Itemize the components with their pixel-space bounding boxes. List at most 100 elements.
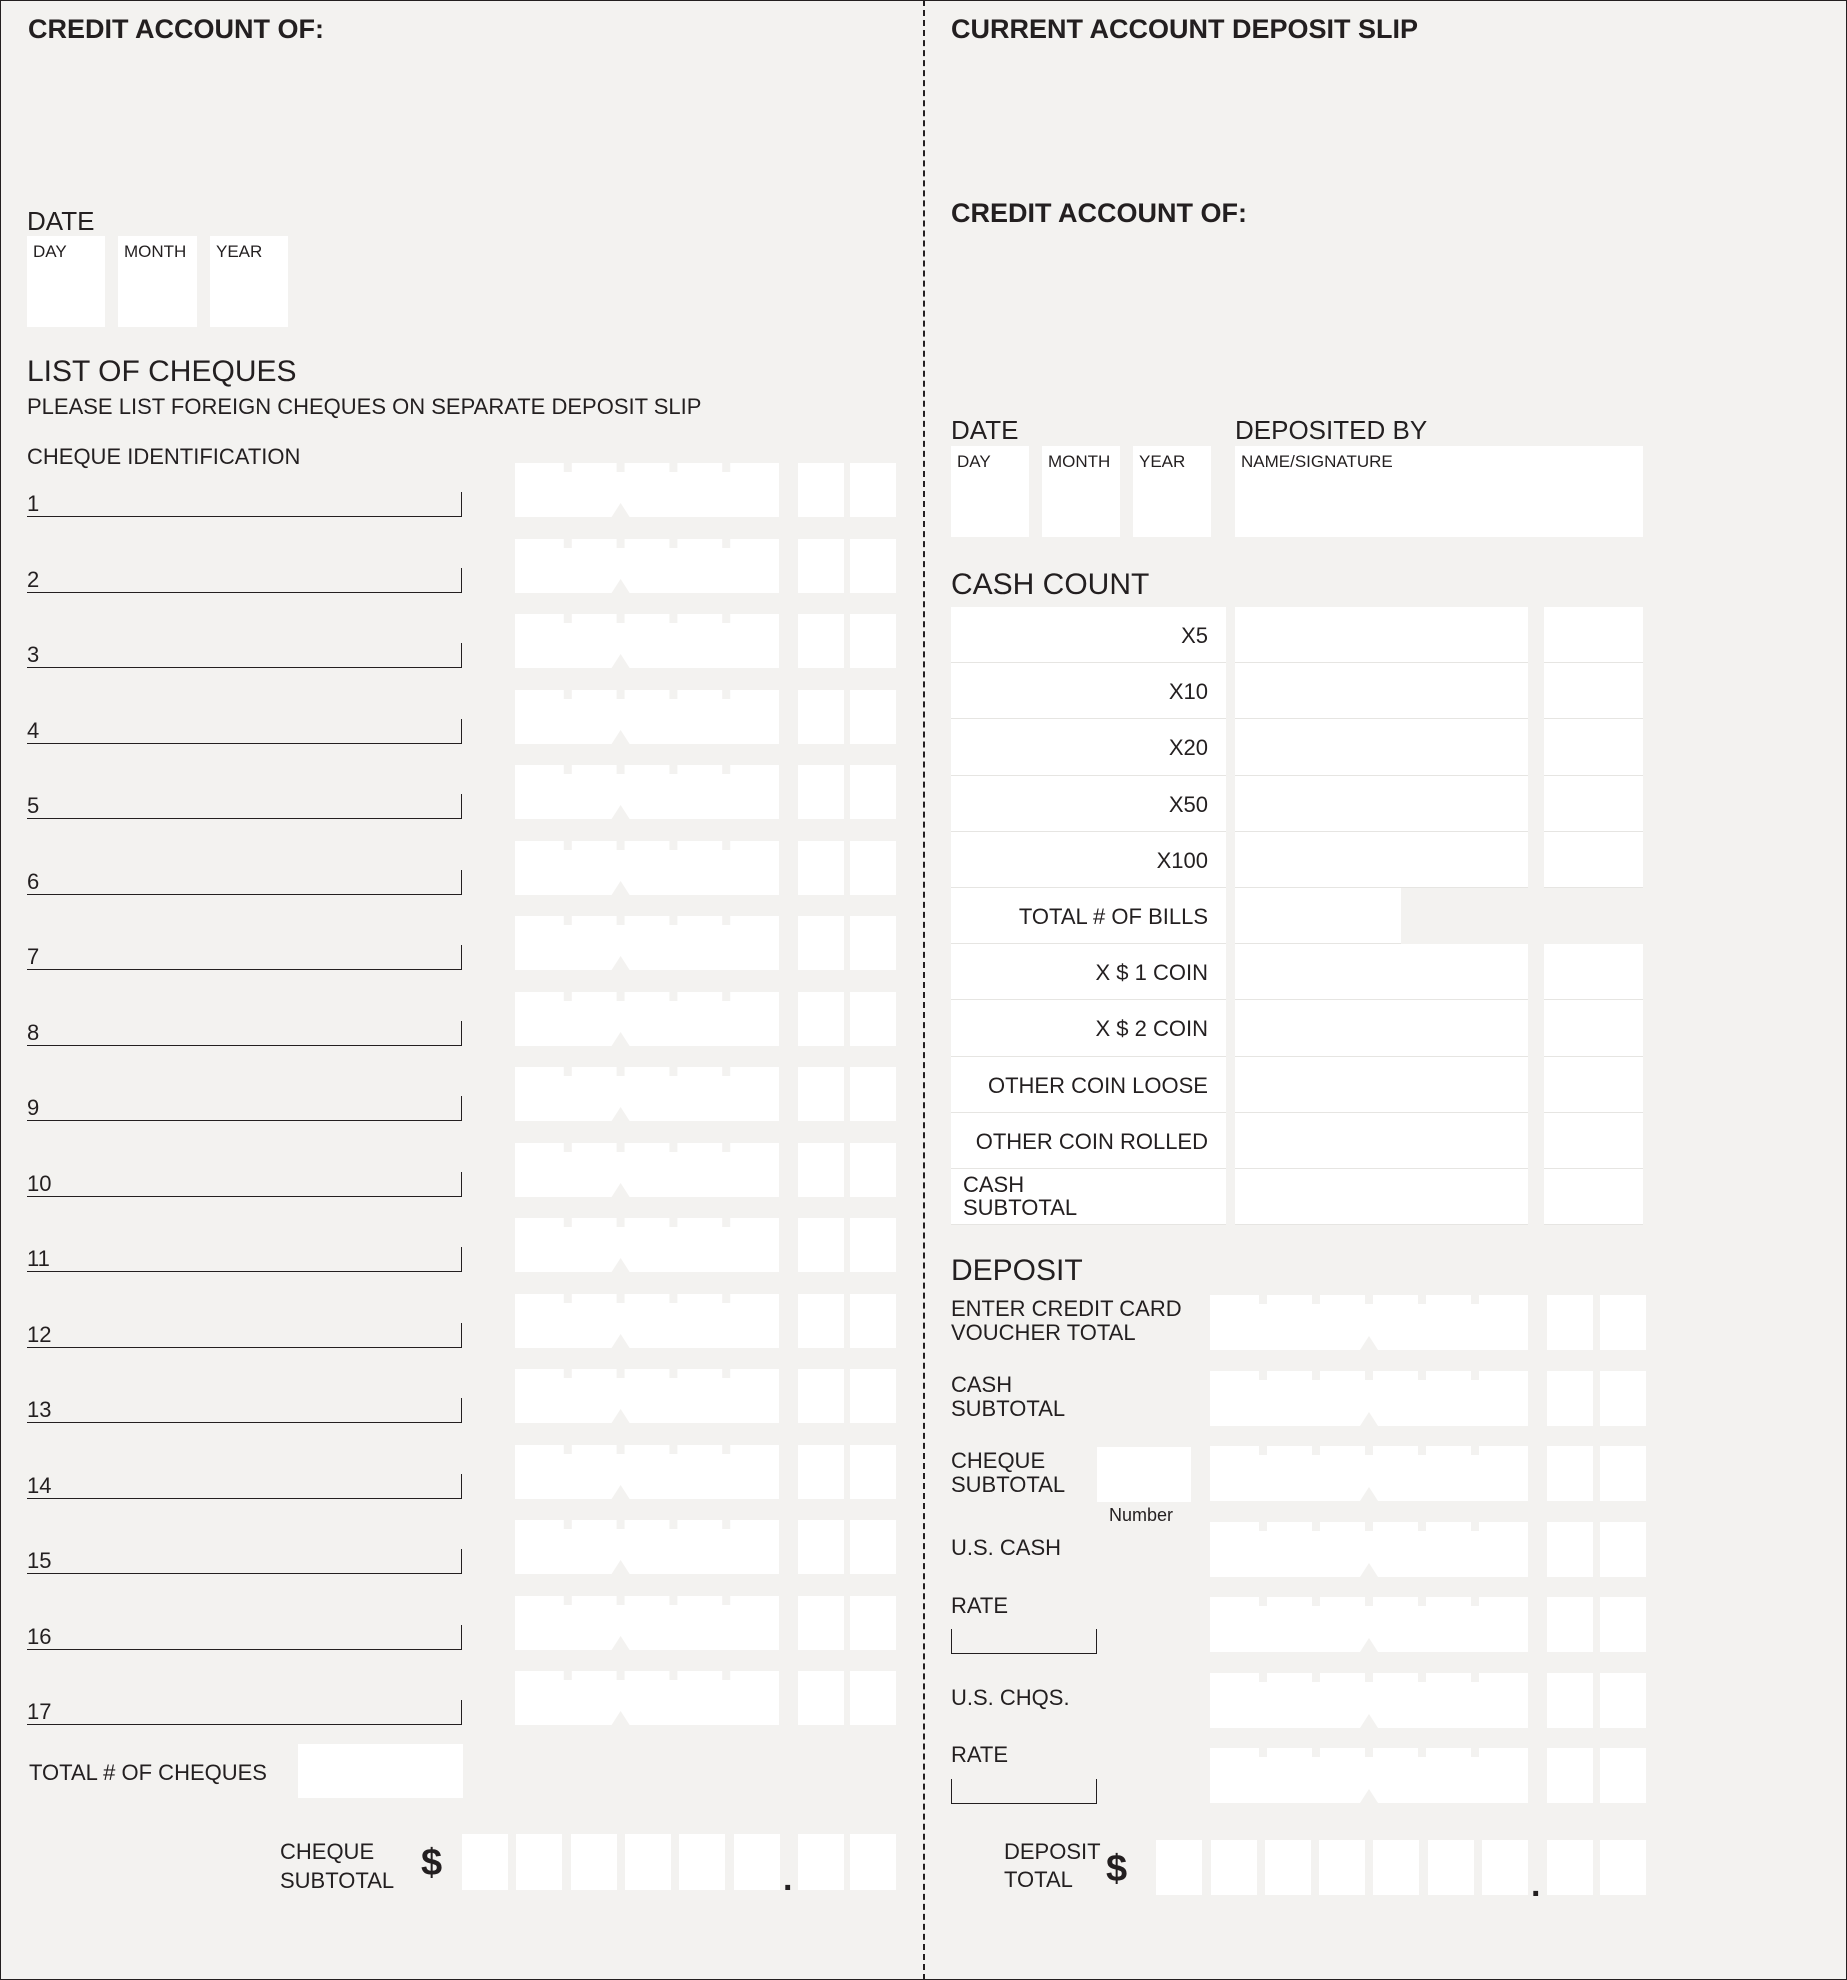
digit-field[interactable] — [1547, 1840, 1593, 1895]
cash-amount-field[interactable] — [1544, 1056, 1643, 1113]
cheque-identification-field[interactable] — [27, 567, 462, 593]
cents-digit-field[interactable] — [798, 1218, 844, 1272]
cents-digit-field[interactable] — [1547, 1672, 1593, 1728]
digit-field[interactable] — [1600, 1840, 1646, 1895]
cheque-amount-field[interactable] — [515, 1369, 779, 1423]
month-field[interactable]: MONTH — [118, 236, 197, 327]
cents-digit-field[interactable] — [850, 916, 896, 970]
cheque-amount-field[interactable] — [515, 538, 779, 593]
cents-digit-field[interactable] — [850, 538, 896, 593]
cheque-amount-field[interactable] — [515, 840, 779, 895]
cents-digit-field[interactable] — [1600, 1370, 1646, 1426]
total-cheques-field[interactable] — [298, 1744, 463, 1798]
deposit-amount-field[interactable] — [1210, 1672, 1528, 1728]
cheque-number-field[interactable] — [1097, 1447, 1191, 1502]
cents-digit-field[interactable] — [850, 991, 896, 1046]
cash-quantity-field[interactable] — [1235, 1112, 1528, 1169]
deposit-amount-field[interactable] — [1210, 1295, 1528, 1350]
deposit-amount-field[interactable] — [1210, 1370, 1528, 1426]
cheque-amount-field[interactable] — [515, 1444, 779, 1499]
cheque-identification-field[interactable] — [27, 492, 462, 517]
cheque-amount-field[interactable] — [515, 689, 779, 744]
cents-digit-field[interactable] — [1547, 1521, 1593, 1577]
cash-quantity-field[interactable] — [1235, 719, 1528, 776]
cents-digit-field[interactable] — [798, 1067, 844, 1121]
cheque-amount-field[interactable] — [515, 1293, 779, 1348]
cheque-identification-field[interactable] — [27, 1549, 462, 1574]
cents-digit-field[interactable] — [798, 1142, 844, 1197]
cents-digit-field[interactable] — [798, 614, 844, 668]
cents-digit-field[interactable] — [798, 991, 844, 1046]
cents-digit-field[interactable] — [798, 1293, 844, 1348]
cash-amount-field[interactable] — [1544, 719, 1643, 776]
cents-digit-field[interactable] — [1600, 1295, 1646, 1350]
cents-digit-field[interactable] — [798, 538, 844, 593]
digit-field[interactable] — [1482, 1840, 1528, 1895]
cents-digit-field[interactable] — [1547, 1597, 1593, 1652]
cents-digit-field[interactable] — [1547, 1748, 1593, 1803]
cents-digit-field[interactable] — [850, 1444, 896, 1499]
cheque-amount-field[interactable] — [515, 1067, 779, 1121]
deposit-amount-field[interactable] — [1210, 1446, 1528, 1501]
cash-amount-field[interactable] — [1544, 663, 1643, 720]
cash-amount-field[interactable] — [1544, 1000, 1643, 1057]
digit-field[interactable] — [734, 1834, 780, 1890]
cents-digit-field[interactable] — [1547, 1295, 1593, 1350]
cents-digit-field[interactable] — [1600, 1521, 1646, 1577]
digit-field[interactable] — [1211, 1840, 1257, 1895]
cents-digit-field[interactable] — [850, 1142, 896, 1197]
cents-digit-field[interactable] — [1600, 1748, 1646, 1803]
cents-digit-field[interactable] — [1547, 1446, 1593, 1501]
year-field[interactable]: YEAR — [210, 236, 288, 327]
day-field-right[interactable]: DAY — [951, 446, 1029, 537]
digit-field[interactable] — [798, 1834, 844, 1890]
cash-quantity-field[interactable] — [1235, 1169, 1528, 1226]
cheque-amount-field[interactable] — [515, 1218, 779, 1272]
cents-digit-field[interactable] — [798, 840, 844, 895]
cash-amount-field[interactable] — [1544, 1169, 1643, 1226]
digit-field[interactable] — [1156, 1840, 1202, 1895]
cash-quantity-field[interactable] — [1235, 888, 1401, 945]
cheque-identification-field[interactable] — [27, 1398, 462, 1423]
cheque-identification-field[interactable] — [27, 869, 462, 895]
cheque-identification-field[interactable] — [27, 1171, 462, 1197]
cash-quantity-field[interactable] — [1235, 831, 1528, 888]
digit-field[interactable] — [1373, 1840, 1419, 1895]
cash-quantity-field[interactable] — [1235, 1056, 1528, 1113]
cheque-amount-field[interactable] — [515, 765, 779, 819]
year-field-right[interactable]: YEAR — [1133, 446, 1211, 537]
cheque-identification-field[interactable] — [27, 1096, 462, 1121]
cheque-amount-field[interactable] — [515, 1142, 779, 1197]
cents-digit-field[interactable] — [850, 1293, 896, 1348]
digit-field[interactable] — [1319, 1840, 1365, 1895]
digit-field[interactable] — [850, 1834, 896, 1890]
cash-amount-field[interactable] — [1544, 944, 1643, 1001]
rate-field-2[interactable] — [951, 1779, 1097, 1804]
cents-digit-field[interactable] — [850, 614, 896, 668]
digit-field[interactable] — [679, 1834, 725, 1890]
cheque-identification-field[interactable] — [27, 1473, 462, 1499]
cash-amount-field[interactable] — [1544, 775, 1643, 832]
cheque-amount-field[interactable] — [515, 1595, 779, 1650]
cents-digit-field[interactable] — [850, 840, 896, 895]
cents-digit-field[interactable] — [798, 916, 844, 970]
digit-field[interactable] — [625, 1834, 671, 1890]
cash-quantity-field[interactable] — [1235, 944, 1528, 1001]
rate-field-1[interactable] — [951, 1629, 1097, 1654]
month-field-right[interactable]: MONTH — [1042, 446, 1120, 537]
cents-digit-field[interactable] — [850, 689, 896, 744]
cents-digit-field[interactable] — [850, 765, 896, 819]
cheque-amount-field[interactable] — [515, 916, 779, 970]
digit-field[interactable] — [1428, 1840, 1474, 1895]
cents-digit-field[interactable] — [1547, 1370, 1593, 1426]
cents-digit-field[interactable] — [798, 689, 844, 744]
cents-digit-field[interactable] — [798, 765, 844, 819]
cheque-identification-field[interactable] — [27, 1322, 462, 1348]
cash-amount-field[interactable] — [1544, 1112, 1643, 1169]
cheque-identification-field[interactable] — [27, 1020, 462, 1046]
digit-field[interactable] — [571, 1834, 617, 1890]
cents-digit-field[interactable] — [798, 1369, 844, 1423]
name-signature-field[interactable]: NAME/SIGNATURE — [1235, 446, 1643, 537]
cheque-identification-field[interactable] — [27, 1700, 462, 1725]
digit-field[interactable] — [516, 1834, 562, 1890]
